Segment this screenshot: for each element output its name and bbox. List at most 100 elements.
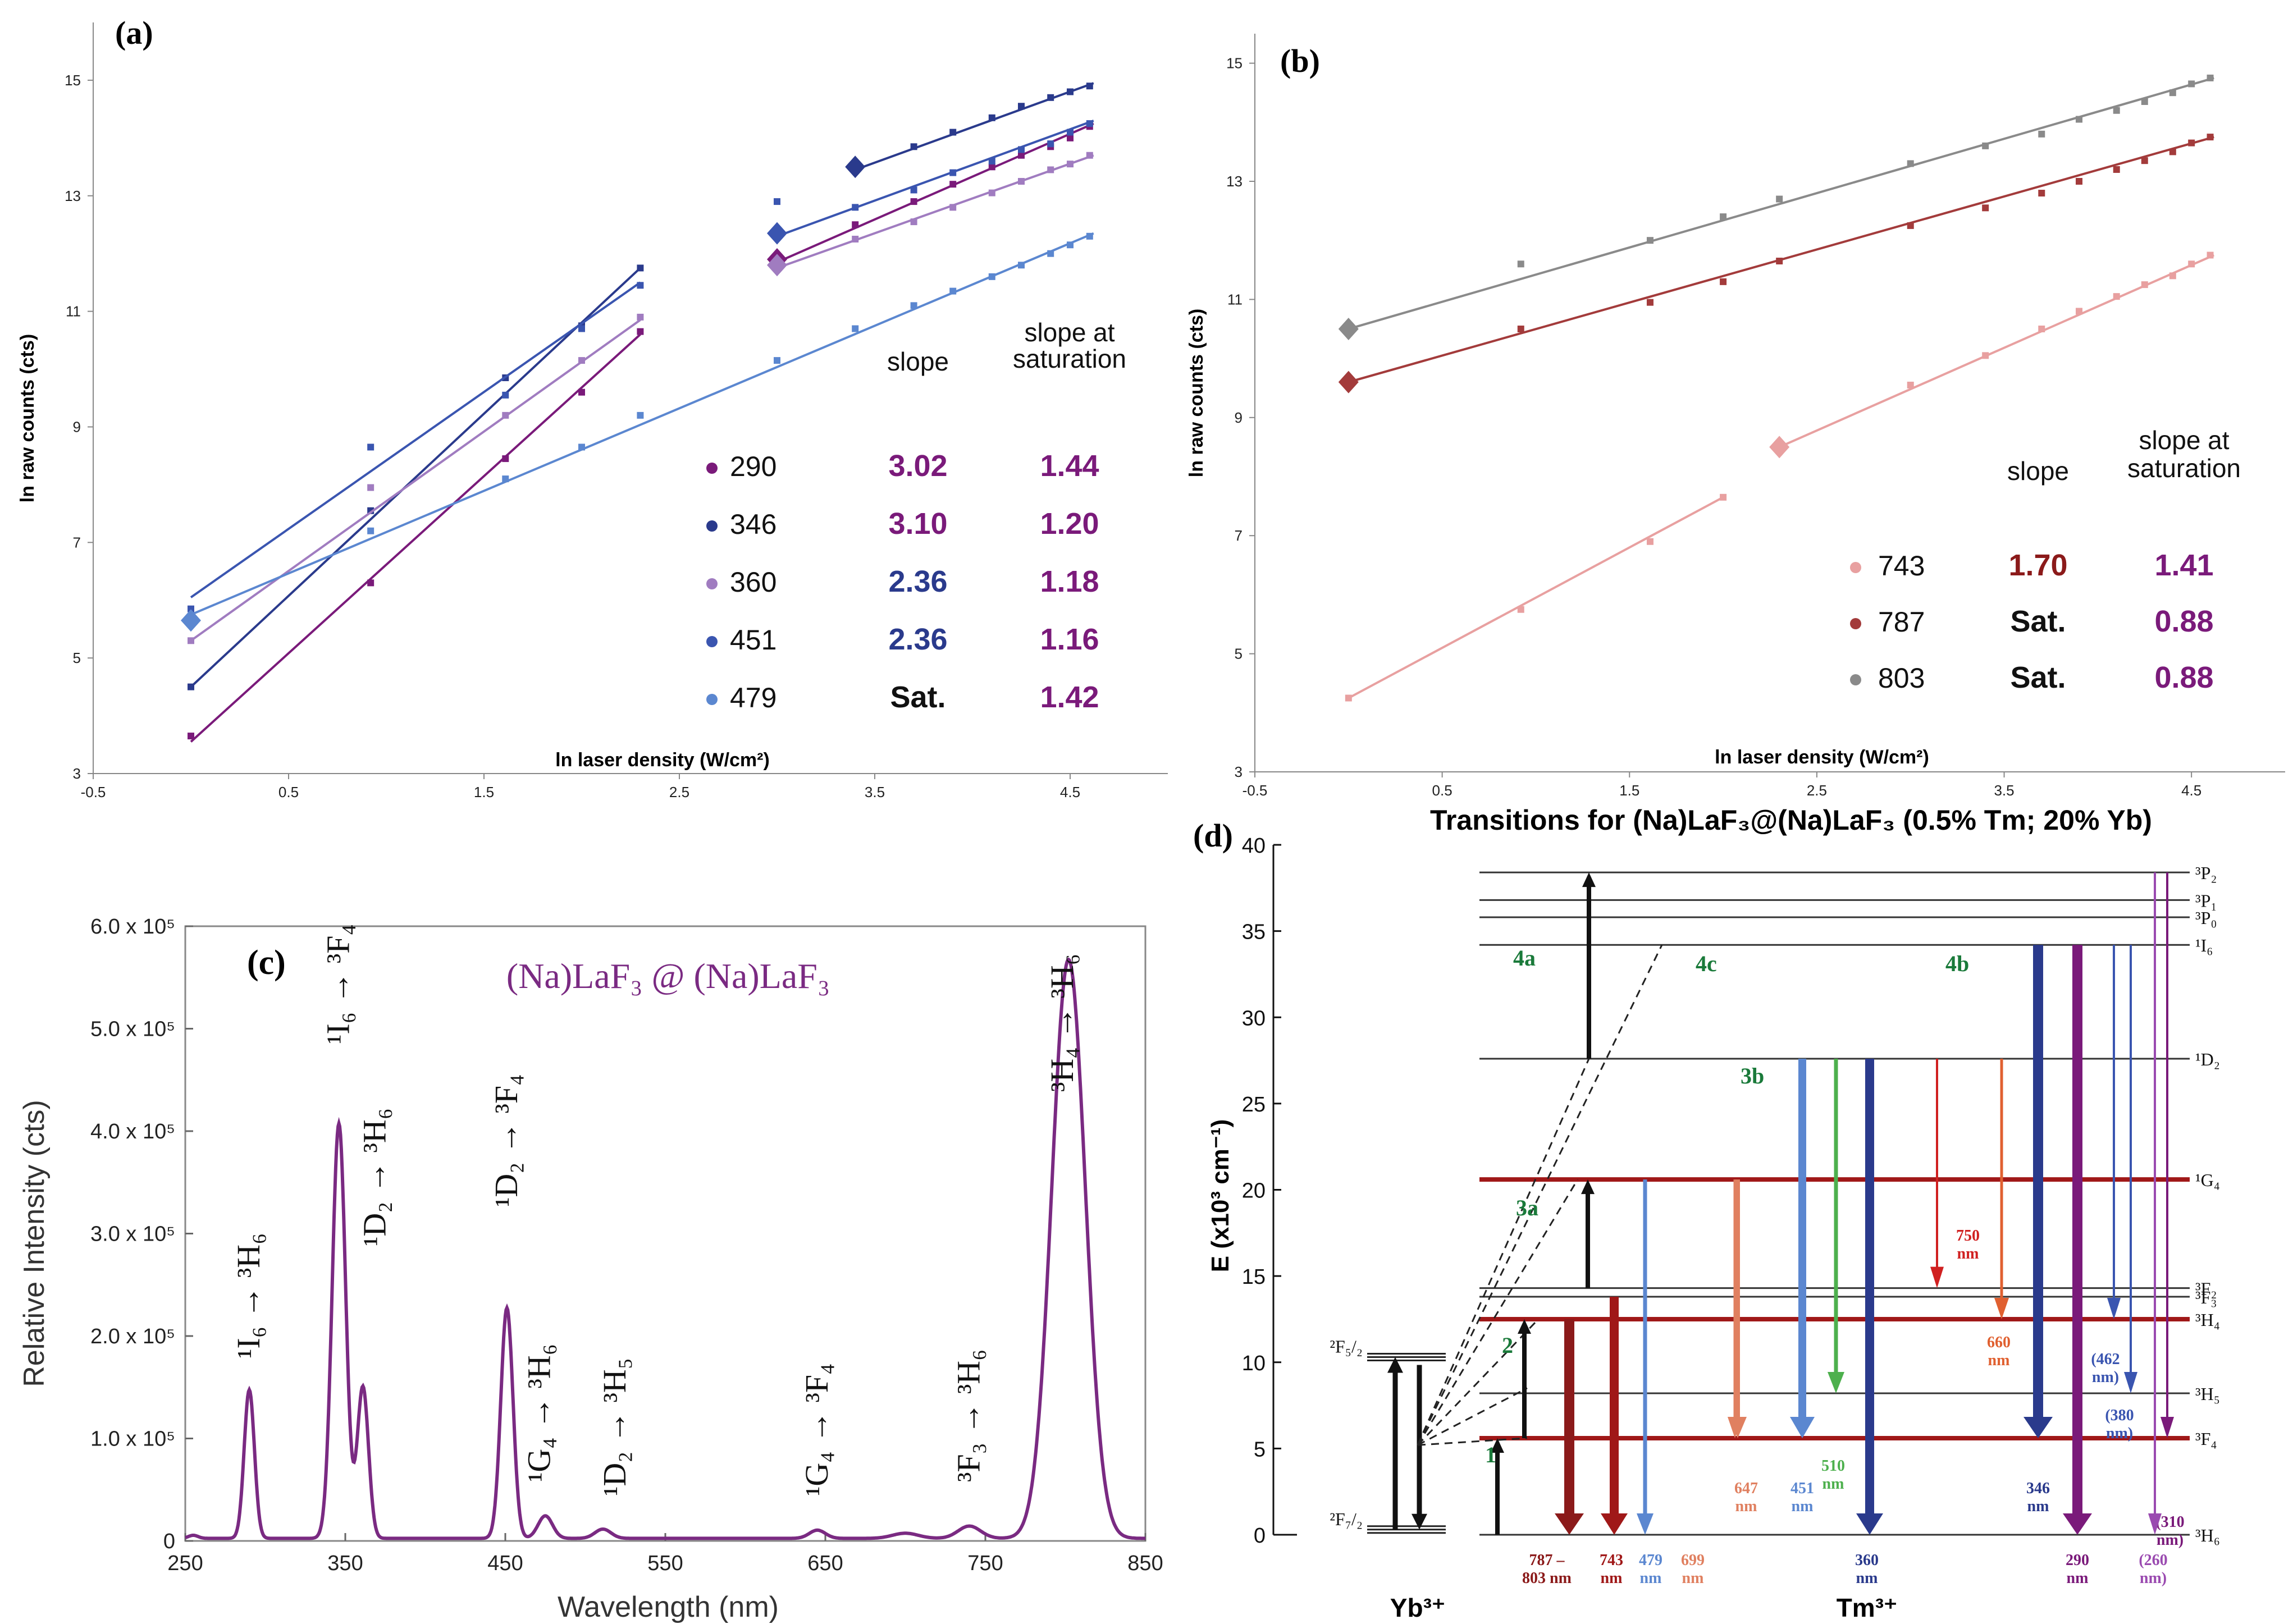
y-tick-label: 15 — [1242, 1265, 1266, 1289]
series-803-point — [1982, 142, 1989, 149]
series-346-point — [1086, 83, 1093, 90]
legend-479-swatch — [706, 694, 718, 705]
series-346-point — [1067, 88, 1074, 95]
legend-346-sat-slope: 1.20 — [1040, 507, 1099, 541]
annotation-346nm: ¹I₆ → ³F₄ — [320, 924, 357, 1044]
emission-arrow-head — [1790, 1416, 1815, 1438]
panel-c-marks: ¹I₆ → ³H₆ ¹I₆ → ³F₄ ¹D₂ → ³H₆ ¹D₂ → ³F₄ ¹G₄ … — [185, 924, 1145, 1540]
y-tick-label: 15 — [1226, 55, 1243, 72]
emission-label-unit: nm — [1735, 1498, 1757, 1515]
yb-level-label: ²F₇/₂ — [1330, 1509, 1363, 1529]
series-479-point — [852, 325, 859, 332]
y-tick-label: 7 — [73, 534, 81, 551]
series-290-point — [1067, 134, 1074, 141]
emission-label-unit: nm — [1792, 1498, 1814, 1515]
series-479-point — [578, 443, 585, 451]
series-290-fit-line — [190, 333, 641, 743]
series-360-point — [988, 189, 995, 196]
legend-451-swatch — [706, 636, 718, 647]
legend-803-label: 803 — [1878, 662, 1925, 694]
tm-level-label: ³P₂ — [2195, 863, 2217, 883]
tm-level-label: ³P₁ — [2195, 890, 2217, 911]
legend-290-swatch — [706, 463, 718, 474]
series-451-point — [949, 169, 957, 176]
annotation-802nm: ³H₄ → ³H₆ — [1044, 954, 1080, 1092]
series-451-point — [1086, 120, 1093, 127]
x-tick-label: -0.5 — [81, 784, 106, 800]
annotation-361nm: ¹D₂ → ³H₆ — [356, 1108, 392, 1246]
x-tick-label: 1.5 — [1619, 782, 1639, 799]
emission-label-value: 743 — [1600, 1552, 1623, 1569]
series-451-point — [1018, 146, 1025, 153]
series-290-point — [578, 388, 585, 396]
series-787-point — [1646, 299, 1653, 306]
emission-arrow-head — [2023, 1416, 2053, 1438]
series-290-point — [367, 579, 374, 587]
series-479-point — [1018, 262, 1025, 269]
series-360-point — [1086, 152, 1093, 159]
series-290-point — [949, 181, 957, 188]
panel-b-header-sat-1: slope at — [2139, 426, 2229, 455]
tm-level-label: ¹G₄ — [2195, 1170, 2220, 1190]
emission-arrow-head — [1637, 1513, 1653, 1535]
panel-b-axes: -0.5 0.5 1.5 2.5 3.5 4.5 3 5 7 9 11 13 15 — [1226, 34, 2285, 799]
emission-label-value: 346 — [2026, 1480, 2050, 1497]
legend-803-slope: Sat. — [2010, 661, 2066, 694]
series-360-point — [949, 204, 957, 211]
series-803-point — [1720, 213, 1727, 221]
yb-arrow-head — [1412, 1513, 1427, 1530]
emission-label-unit: nm) — [2092, 1369, 2119, 1386]
y-tick-label: 25 — [1242, 1093, 1266, 1117]
legend-803-sat-slope: 0.88 — [2154, 661, 2213, 694]
x-tick-label: 550 — [647, 1552, 683, 1575]
series-360-point — [852, 235, 859, 243]
y-tick-label: 4.0 x 10⁵ — [90, 1120, 175, 1143]
series-360-point — [188, 637, 194, 644]
series-743-point — [2169, 272, 2176, 280]
x-tick-label: 0.5 — [1432, 782, 1452, 799]
panel-a-y-axis-label: ln raw counts (cts) — [17, 334, 38, 502]
emission-label-value: 290 — [2066, 1552, 2089, 1569]
y-tick-label: 5 — [73, 649, 81, 666]
series-479-point — [1067, 241, 1074, 249]
y-tick-label: 11 — [66, 303, 81, 320]
series-787-point — [1982, 204, 1989, 212]
x-tick-label: 3.5 — [865, 784, 885, 800]
emission-label-unit: nm) — [2106, 1425, 2133, 1442]
step-label-2: 2 — [1502, 1333, 1513, 1358]
series-803-point — [1907, 160, 1914, 167]
step-label-3b: 3b — [1741, 1063, 1764, 1088]
tm-level-label: ¹I₆ — [2195, 935, 2213, 955]
series-743-point — [1907, 381, 1914, 388]
panel-a-header-slope: slope — [887, 347, 949, 376]
legend-346-label: 346 — [730, 509, 776, 540]
emission-label-unit: nm — [2027, 1498, 2049, 1515]
annotation-645nm: ¹G₄ → ³F₄ — [798, 1364, 835, 1496]
series-479-point — [367, 527, 374, 534]
tm-level-label: ¹D₂ — [2195, 1049, 2220, 1069]
series-451-point — [367, 443, 374, 451]
x-tick-label: -0.5 — [1243, 782, 1268, 799]
legend-479-slope: Sat. — [890, 680, 945, 714]
series-451-point — [910, 186, 917, 194]
x-tick-label: 1.5 — [474, 784, 494, 800]
y-tick-label: 20 — [1242, 1179, 1266, 1203]
series-803-point — [1776, 195, 1783, 203]
series-360-point — [1067, 161, 1074, 168]
series-360-point — [502, 411, 509, 419]
legend-451-label: 451 — [730, 624, 776, 656]
series-787-point — [1517, 326, 1524, 332]
series-290-fit-line — [776, 122, 1094, 263]
y-tick-label: 9 — [1235, 409, 1243, 426]
emission-arrow-head — [2160, 1416, 2174, 1438]
y-tick-label: 15 — [65, 72, 81, 89]
panel-d-label: (d) — [1193, 817, 1233, 854]
series-346-point — [188, 683, 194, 690]
x-tick-label: 450 — [487, 1552, 523, 1575]
emission-label-unit: nm) — [2140, 1570, 2167, 1587]
series-787-point — [2076, 178, 2082, 185]
series-290-point — [502, 455, 509, 463]
legend-787-sat-slope: 0.88 — [2154, 605, 2213, 638]
series-290-point — [988, 163, 995, 171]
emission-label-unit: nm — [1682, 1570, 1704, 1587]
